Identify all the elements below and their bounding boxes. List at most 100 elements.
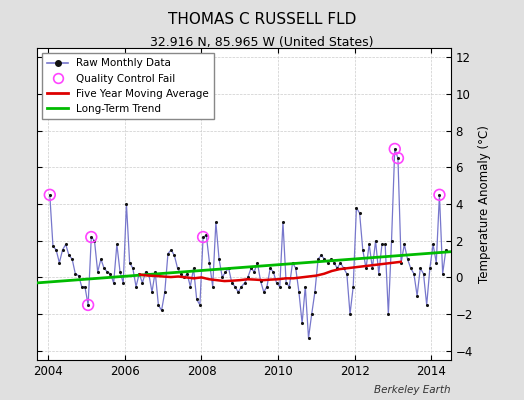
Point [244,274,252,281]
Point [442,247,450,253]
Point [128,265,137,272]
Y-axis label: Temperature Anomaly (°C): Temperature Anomaly (°C) [478,125,492,283]
Point [294,289,303,295]
Point [55,260,63,266]
Point [266,265,275,272]
Point [340,265,348,272]
Text: 32.916 N, 85.965 W (United States): 32.916 N, 85.965 W (United States) [150,36,374,49]
Point [279,219,287,226]
Point [116,269,124,275]
Point [173,265,182,272]
Point [288,260,297,266]
Point [291,265,300,272]
Point [199,234,208,240]
Point [247,265,255,272]
Point [362,265,370,272]
Point [103,269,112,275]
Point [394,155,402,161]
Point [132,283,140,290]
Point [87,234,95,240]
Point [195,302,204,308]
Point [202,232,211,238]
Point [237,283,246,290]
Point [368,265,377,272]
Point [390,146,399,152]
Point [282,280,290,286]
Point [263,283,271,290]
Point [320,256,329,262]
Point [154,302,162,308]
Point [397,260,405,266]
Point [308,311,316,317]
Point [68,256,77,262]
Point [234,289,243,295]
Point [84,302,92,308]
Point [183,270,191,277]
Point [372,238,380,244]
Point [375,270,383,277]
Point [276,283,284,290]
Point [330,260,338,266]
Point [49,243,57,250]
Point [435,192,444,198]
Point [164,250,172,257]
Point [90,238,99,244]
Point [145,270,153,277]
Point [378,241,386,248]
Point [46,192,54,198]
Point [100,265,108,272]
Point [148,289,156,295]
Point [435,192,444,198]
Point [352,204,361,211]
Point [419,270,428,277]
Point [106,270,115,277]
Point [52,247,60,253]
Point [141,269,150,275]
Point [167,247,176,253]
Point [71,270,80,277]
Point [285,283,293,290]
Point [253,260,261,266]
Point [61,241,70,248]
Point [301,283,310,290]
Point [365,241,374,248]
Point [180,274,188,281]
Point [74,272,83,279]
Point [346,311,354,317]
Point [410,270,418,277]
Point [416,265,424,272]
Point [349,283,357,290]
Point [358,247,367,253]
Point [336,260,345,266]
Point [422,302,431,308]
Point [333,265,342,272]
Point [93,269,102,275]
Point [209,283,217,290]
Text: Berkeley Earth: Berkeley Earth [374,385,451,395]
Point [205,260,214,266]
Point [384,311,392,317]
Point [269,269,278,275]
Point [199,234,208,240]
Point [231,283,239,290]
Point [224,265,233,272]
Point [81,283,89,290]
Point [343,270,351,277]
Point [177,270,185,277]
Point [317,252,325,258]
Point [298,320,307,326]
Point [256,278,265,284]
Point [138,280,147,286]
Point [390,146,399,152]
Point [215,256,223,262]
Point [400,241,409,248]
Point [439,270,447,277]
Point [87,234,95,240]
Point [192,296,201,303]
Point [125,260,134,266]
Point [394,155,402,161]
Point [272,280,281,286]
Point [160,289,169,295]
Point [259,289,268,295]
Point [403,256,412,262]
